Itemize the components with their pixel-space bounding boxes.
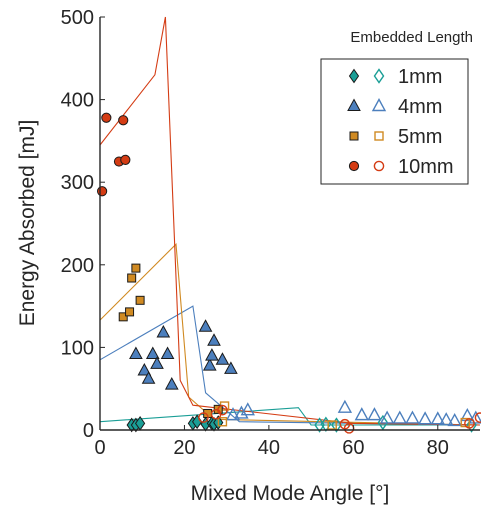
x-tick-label: 60 xyxy=(342,437,364,459)
data-point-filled-5mm xyxy=(131,263,141,273)
data-point-filled-5mm xyxy=(125,307,135,317)
legend: 1mm 4mm 5mm 10mm xyxy=(320,58,469,185)
data-point-open-4mm xyxy=(468,410,481,424)
data-point-filled-4mm xyxy=(141,371,156,384)
data-point-filled-5mm xyxy=(118,312,128,322)
data-point-filled-4mm xyxy=(205,348,219,361)
legend-label-1mm: 1mm xyxy=(398,66,442,88)
data-point-filled-4mm xyxy=(150,356,164,369)
axes xyxy=(99,17,480,431)
y-tick-label: 0 xyxy=(83,420,94,442)
data-point-open-4mm xyxy=(417,411,433,425)
legend-marker-open-5mm xyxy=(374,131,384,141)
y-tick-label: 400 xyxy=(61,90,94,112)
data-point-open-4mm xyxy=(460,407,475,422)
data-point-filled-4mm xyxy=(137,362,152,376)
data-point-filled-4mm xyxy=(129,346,143,360)
data-point-open-4mm xyxy=(392,410,407,424)
data-point-open-10mm xyxy=(464,418,475,429)
data-point-open-4mm xyxy=(439,412,454,426)
data-point-open-4mm xyxy=(379,410,395,424)
fit-line-10mm xyxy=(99,16,481,426)
data-point-open-10mm xyxy=(474,412,481,423)
data-point-filled-4mm xyxy=(198,319,213,332)
legend-marker-open-4mm xyxy=(371,98,387,112)
data-point-filled-10mm xyxy=(120,154,131,165)
data-point-filled-10mm xyxy=(97,186,108,197)
legend-marker-filled-4mm xyxy=(347,98,361,111)
x-tick-label: 80 xyxy=(427,437,449,459)
data-point-open-4mm xyxy=(337,399,353,413)
data-point-open-4mm xyxy=(405,410,420,424)
x-tick-label: 20 xyxy=(173,437,195,459)
x-tick-label: 40 xyxy=(258,437,280,459)
legend-label-5mm: 5mm xyxy=(398,126,442,148)
x-axis-label: Mixed Mode Angle [°] xyxy=(191,482,390,505)
data-markers xyxy=(97,112,481,434)
legend-marker-open-10mm xyxy=(373,160,385,172)
x-tick-label: 0 xyxy=(94,437,105,459)
legend-marker-open-1mm xyxy=(373,68,385,84)
data-point-open-4mm xyxy=(225,407,241,421)
data-point-filled-4mm xyxy=(156,324,171,338)
legend-label-10mm: 10mm xyxy=(398,156,454,178)
legend-title: Embedded Length xyxy=(350,29,473,46)
y-tick-label: 100 xyxy=(61,337,94,359)
data-point-filled-4mm xyxy=(160,346,175,360)
legend-marker-filled-1mm xyxy=(348,68,360,84)
data-point-filled-4mm xyxy=(145,346,160,360)
data-point-open-4mm xyxy=(354,407,369,421)
ticks: 0 20 40 60 80 0 100 200 300 400 500 xyxy=(61,7,449,459)
data-point-open-4mm xyxy=(430,411,445,425)
data-point-filled-10mm xyxy=(118,115,129,126)
fit-line-4mm xyxy=(99,305,481,426)
data-point-filled-4mm xyxy=(202,358,217,371)
data-point-open-4mm xyxy=(447,412,462,427)
data-point-filled-4mm xyxy=(164,377,179,390)
data-point-open-4mm xyxy=(240,402,255,416)
data-point-filled-4mm xyxy=(224,361,238,374)
data-point-open-5mm xyxy=(327,420,337,430)
y-tick-label: 300 xyxy=(61,172,94,194)
y-tick-label: 500 xyxy=(61,7,94,29)
data-point-open-1mm xyxy=(331,417,342,433)
data-point-open-5mm xyxy=(217,417,228,427)
legend-marker-filled-5mm xyxy=(349,131,359,141)
data-point-open-4mm xyxy=(234,405,249,419)
fit-lines xyxy=(99,16,481,426)
legend-box xyxy=(320,58,469,185)
fit-line-5mm xyxy=(99,242,481,426)
data-point-filled-5mm xyxy=(135,295,145,305)
data-point-open-1mm xyxy=(377,414,389,431)
data-point-filled-4mm xyxy=(207,333,221,346)
data-point-open-4mm xyxy=(367,407,382,421)
data-point-filled-5mm xyxy=(127,273,137,283)
legend-marker-filled-10mm xyxy=(348,160,360,172)
y-axis-label: Energy Absorbed [mJ] xyxy=(16,120,39,327)
data-point-filled-10mm xyxy=(101,112,112,123)
data-point-open-10mm xyxy=(198,412,209,423)
y-tick-label: 200 xyxy=(61,255,94,277)
data-point-open-10mm xyxy=(217,404,228,416)
legend-label-4mm: 4mm xyxy=(398,96,442,118)
data-point-filled-4mm xyxy=(215,352,230,365)
